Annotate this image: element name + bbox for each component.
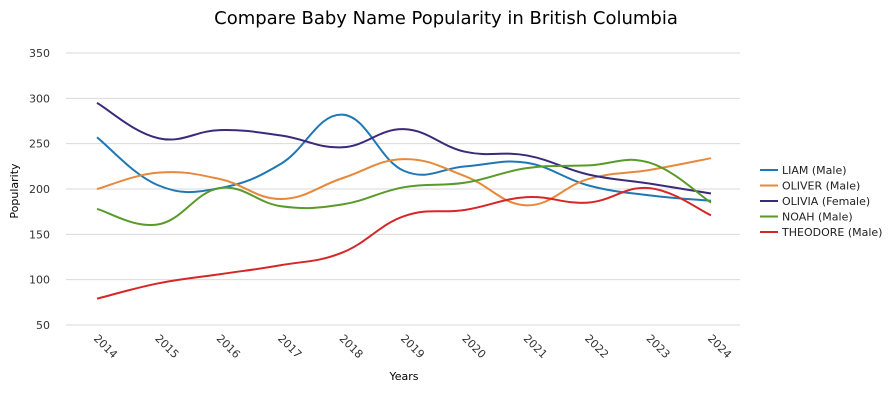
series-line-olivia bbox=[96, 102, 712, 195]
x-tick-label: 2017 bbox=[275, 332, 304, 361]
chart-title: Compare Baby Name Popularity in British … bbox=[214, 8, 678, 29]
gridlines bbox=[66, 52, 740, 326]
x-tick-label: 2016 bbox=[214, 332, 243, 361]
y-tick-label: 150 bbox=[29, 228, 50, 241]
series-lines bbox=[96, 102, 712, 300]
legend-label-theodore: THEODORE (Male) bbox=[781, 226, 882, 239]
y-axis-ticks: 50 100 150 200 250 300 350 bbox=[29, 47, 50, 332]
y-tick-label: 200 bbox=[29, 183, 50, 196]
x-tick-label: 2020 bbox=[459, 332, 488, 361]
series-line-noah bbox=[96, 158, 712, 227]
legend: LIAM (Male) OLIVER (Male) OLIVIA (Female) N… bbox=[760, 164, 882, 239]
y-axis-label: Popularity bbox=[8, 163, 21, 219]
x-axis-ticks: 2014 2015 2016 2017 2018 2019 2020 2021 2022 2023… bbox=[91, 332, 734, 361]
y-tick-label: 50 bbox=[36, 319, 50, 332]
x-tick-label: 2015 bbox=[152, 332, 181, 361]
y-tick-label: 100 bbox=[29, 274, 50, 287]
x-tick-label: 2024 bbox=[705, 332, 734, 361]
legend-label-liam: LIAM (Male) bbox=[782, 164, 847, 177]
series-line-oliver bbox=[96, 157, 712, 207]
y-tick-label: 250 bbox=[29, 138, 50, 151]
x-tick-label: 2021 bbox=[521, 332, 550, 361]
legend-label-olivia: OLIVIA (Female) bbox=[782, 195, 870, 208]
x-tick-label: 2019 bbox=[398, 332, 427, 361]
x-tick-label: 2018 bbox=[337, 332, 366, 361]
series-line-theodore bbox=[96, 186, 712, 300]
series-line-liam bbox=[96, 113, 712, 202]
y-tick-label: 300 bbox=[29, 92, 50, 105]
legend-label-oliver: OLIVER (Male) bbox=[782, 180, 860, 193]
legend-label-noah: NOAH (Male) bbox=[782, 211, 853, 224]
y-tick-label: 350 bbox=[29, 47, 50, 60]
x-axis-label: Years bbox=[388, 370, 418, 383]
x-tick-label: 2023 bbox=[644, 332, 673, 361]
x-tick-label: 2014 bbox=[91, 332, 120, 361]
x-tick-label: 2022 bbox=[582, 332, 611, 361]
